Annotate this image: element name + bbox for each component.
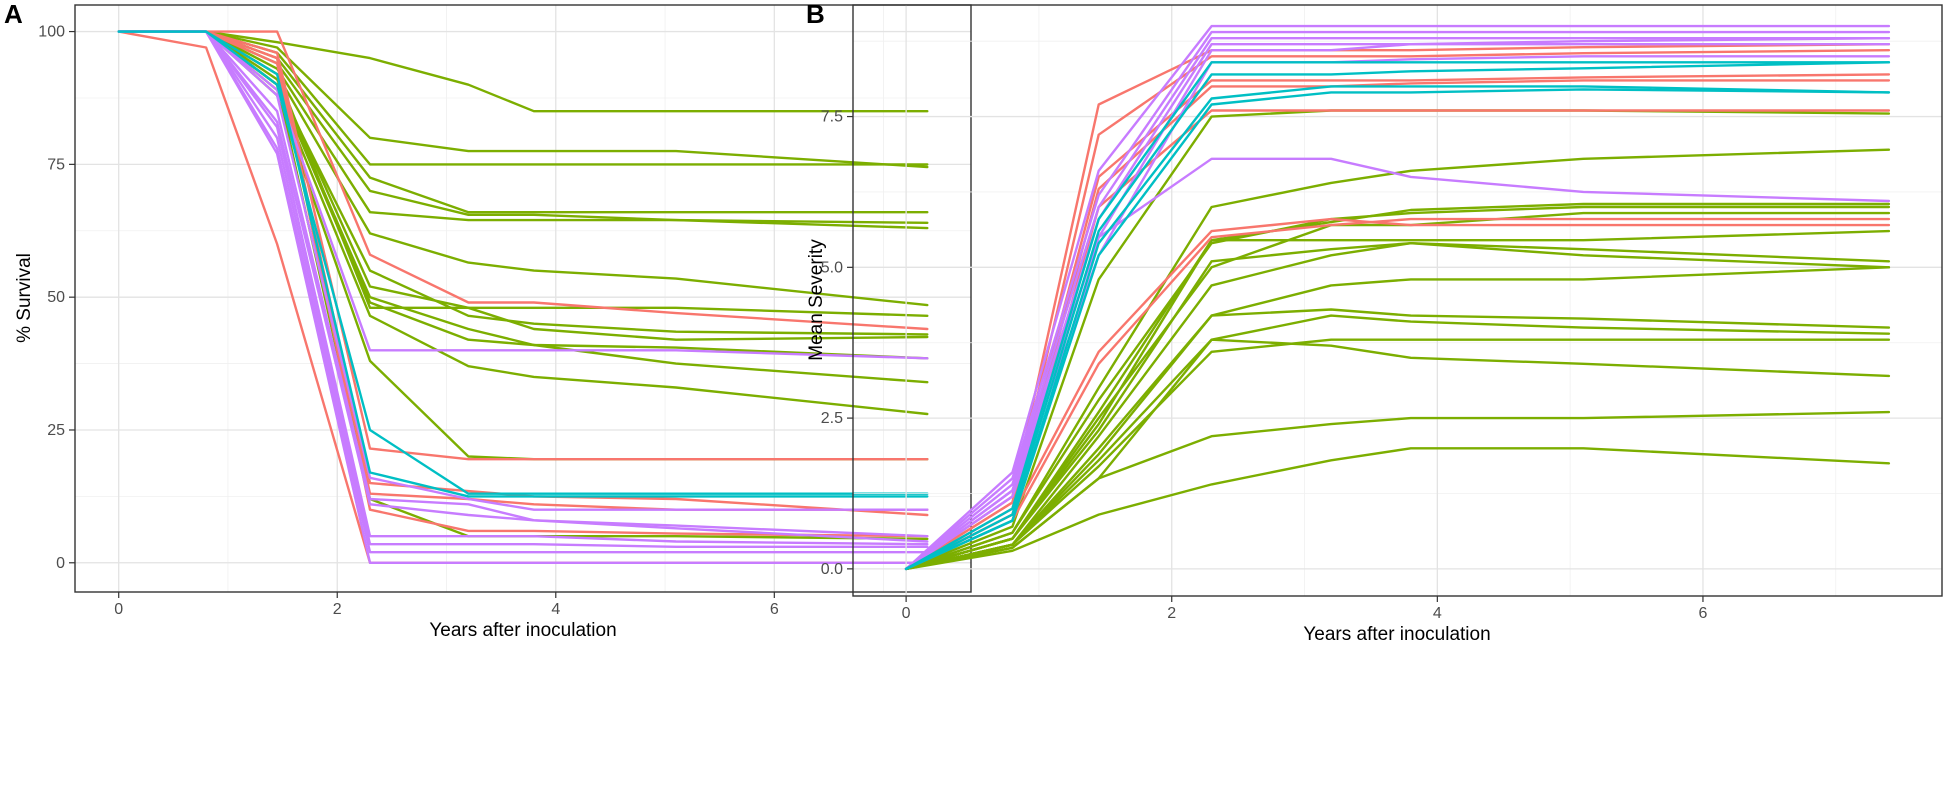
severity-y-axis-title: Mean Severity <box>806 239 827 361</box>
survival-series-line-s30 <box>117 30 929 564</box>
severity-series-line-s1 <box>904 24 1891 571</box>
severity-series-line-s17 <box>904 157 1891 571</box>
severity-gridlines <box>853 5 1942 596</box>
survival-x-tick-label: 2 <box>333 601 342 618</box>
severity-y-ticks: 0.0 2.5 5.0 7.5 <box>821 109 853 578</box>
severity-series-line-s2 <box>904 30 1891 571</box>
survival-x-ticks: 0 2 4 6 <box>114 592 779 618</box>
severity-series-line-s30 <box>904 338 1891 571</box>
severity-series-line-s7 <box>904 37 1891 571</box>
severity-x-tick-label: 4 <box>1433 605 1442 622</box>
severity-y-tick-label: 7.5 <box>821 109 843 126</box>
severity-series-line-s33 <box>904 447 1891 571</box>
severity-y-tick-label: 2.5 <box>821 410 843 427</box>
severity-series-line-s12 <box>904 61 1891 571</box>
severity-series-line-s19 <box>904 217 1891 571</box>
survival-y-tick-label: 100 <box>38 24 65 41</box>
survival-series-line-s18 <box>117 30 929 495</box>
severity-series-lines <box>904 24 1891 571</box>
severity-panel-border <box>852 4 1943 597</box>
survival-x-tick-label: 6 <box>770 601 779 618</box>
severity-series-line-s9 <box>904 61 1891 571</box>
severity-series-line-s26 <box>904 241 1891 571</box>
severity-x-ticks: 0 2 4 6 <box>902 596 1707 622</box>
severity-series-line-s24 <box>904 229 1891 571</box>
survival-series-line-s8 <box>117 30 929 331</box>
severity-series-line-s5 <box>904 43 1891 571</box>
survival-series-line-s19 <box>117 30 929 498</box>
severity-series-line-s20 <box>904 217 1891 571</box>
survival-panel-border <box>74 4 972 593</box>
severity-series-line-s14 <box>904 88 1891 571</box>
survival-panel: A 0 2 4 6 0 25 50 75 100 Years after inoculatio… <box>4 0 972 641</box>
severity-y-tick-label: 5.0 <box>821 259 843 276</box>
survival-y-ticks: 0 25 50 75 100 <box>38 24 75 572</box>
severity-panel: B 0 2 4 6 0.0 2.5 5.0 7.5 Years after inoculat… <box>806 0 1943 645</box>
severity-series-line-s25 <box>904 241 1891 571</box>
severity-x-tick-label: 0 <box>902 605 911 622</box>
survival-x-tick-label: 0 <box>114 601 123 618</box>
survival-series-line-s25 <box>117 30 929 538</box>
survival-y-axis-title: % Survival <box>14 253 35 343</box>
survival-y-tick-label: 50 <box>47 289 65 306</box>
severity-series-line-s3 <box>904 37 1891 571</box>
panel-letter-a: A <box>4 0 23 29</box>
severity-x-tick-label: 6 <box>1698 605 1707 622</box>
survival-series-line-s21 <box>117 30 929 511</box>
survival-series-lines <box>117 30 929 564</box>
severity-x-tick-label: 2 <box>1167 605 1176 622</box>
severity-y-tick-label: 0.0 <box>821 561 843 578</box>
survival-x-axis-title: Years after inoculation <box>429 620 616 641</box>
survival-y-tick-label: 25 <box>47 422 65 439</box>
severity-series-line-s32 <box>904 410 1891 571</box>
survival-y-tick-label: 75 <box>47 156 65 173</box>
survival-y-tick-label: 0 <box>56 555 65 572</box>
severity-x-axis-title: Years after inoculation <box>1303 624 1490 645</box>
survival-x-tick-label: 4 <box>551 601 560 618</box>
panel-letter-b: B <box>806 0 825 29</box>
